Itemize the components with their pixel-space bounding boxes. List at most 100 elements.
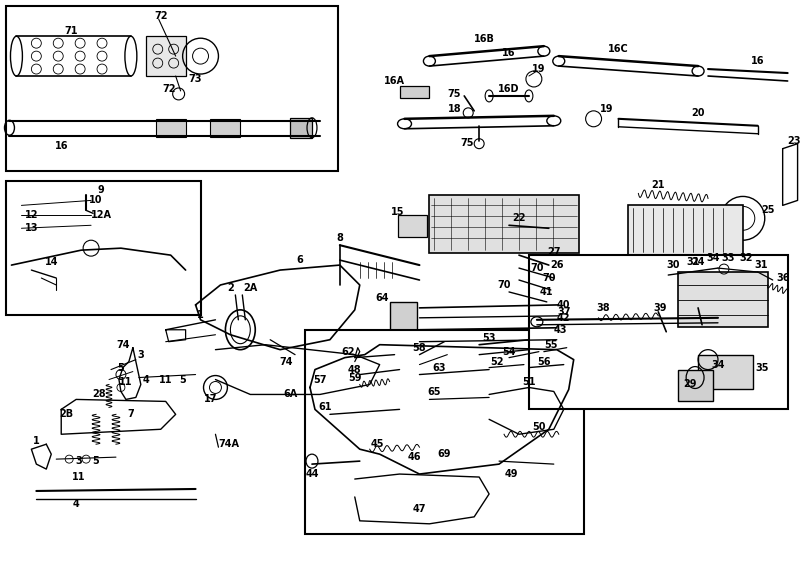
- Bar: [698, 355, 753, 389]
- Text: 22: 22: [512, 213, 525, 224]
- Text: 74: 74: [280, 357, 293, 367]
- Text: 16: 16: [502, 48, 516, 58]
- Text: 48: 48: [348, 365, 361, 375]
- Text: 70: 70: [497, 280, 511, 290]
- Text: 13: 13: [25, 223, 38, 233]
- Text: 2B: 2B: [59, 409, 73, 419]
- Text: 3: 3: [76, 456, 83, 466]
- Text: 43: 43: [554, 325, 568, 335]
- Bar: [678, 272, 767, 327]
- Text: 37: 37: [557, 307, 570, 317]
- Bar: [305, 330, 584, 534]
- Text: 58: 58: [413, 342, 426, 353]
- Text: 7: 7: [127, 409, 135, 419]
- Text: 46: 46: [408, 452, 421, 462]
- Text: 11: 11: [119, 376, 133, 387]
- Text: 55: 55: [544, 340, 557, 350]
- Text: 11: 11: [159, 375, 172, 384]
- Text: 16A: 16A: [384, 76, 405, 86]
- Bar: [400, 86, 429, 98]
- Text: 53: 53: [482, 333, 496, 343]
- Text: 70: 70: [542, 273, 556, 283]
- Bar: [155, 119, 186, 137]
- Text: 27: 27: [547, 247, 561, 257]
- Text: 52: 52: [490, 357, 504, 367]
- Text: 64: 64: [375, 293, 388, 303]
- Text: 25: 25: [761, 205, 775, 215]
- Text: 45: 45: [371, 439, 384, 449]
- Text: 15: 15: [391, 207, 405, 217]
- Text: 9: 9: [98, 186, 104, 195]
- Text: 57: 57: [313, 375, 327, 384]
- Text: 8: 8: [336, 233, 344, 243]
- Text: 16: 16: [751, 56, 764, 66]
- Text: 10: 10: [89, 195, 103, 205]
- Text: 11: 11: [72, 472, 86, 482]
- Text: 33: 33: [721, 253, 735, 263]
- Text: 71: 71: [64, 26, 78, 36]
- Text: 4: 4: [143, 375, 149, 384]
- Text: 12A: 12A: [91, 211, 111, 220]
- Text: 35: 35: [755, 363, 768, 372]
- Text: 18: 18: [448, 104, 461, 114]
- Text: 34: 34: [711, 359, 725, 370]
- Bar: [529, 255, 787, 409]
- Text: 29: 29: [683, 379, 697, 389]
- Bar: [146, 36, 186, 76]
- Text: 47: 47: [413, 504, 426, 514]
- Text: 31: 31: [754, 260, 767, 270]
- Text: 14: 14: [45, 257, 58, 267]
- Text: 5: 5: [93, 456, 99, 466]
- Text: 39: 39: [654, 303, 667, 313]
- Text: 54: 54: [502, 346, 516, 357]
- Text: 34: 34: [706, 253, 720, 263]
- Text: 69: 69: [437, 449, 451, 459]
- Text: 40: 40: [557, 300, 570, 310]
- Text: 20: 20: [691, 108, 705, 118]
- Bar: [6, 6, 338, 170]
- Text: 56: 56: [537, 357, 550, 367]
- Text: 42: 42: [557, 313, 570, 323]
- Text: 36: 36: [776, 273, 790, 283]
- Text: 1: 1: [197, 310, 204, 320]
- Text: 19: 19: [532, 64, 545, 74]
- Text: 59: 59: [348, 372, 361, 383]
- Text: 6A: 6A: [283, 389, 297, 400]
- Text: 4: 4: [73, 499, 79, 509]
- Text: 23: 23: [787, 136, 800, 145]
- Text: 31: 31: [686, 257, 700, 267]
- Bar: [389, 302, 417, 347]
- Text: 30: 30: [666, 260, 680, 270]
- Text: 51: 51: [522, 376, 536, 387]
- Text: 1: 1: [33, 436, 40, 446]
- Text: 74A: 74A: [218, 439, 239, 449]
- Bar: [429, 195, 578, 253]
- Text: 65: 65: [428, 388, 441, 397]
- Text: 3: 3: [138, 350, 144, 359]
- Text: 49: 49: [505, 469, 517, 479]
- Text: 17: 17: [203, 395, 217, 405]
- Text: 44: 44: [305, 469, 319, 479]
- Text: 38: 38: [597, 303, 610, 313]
- Text: 74: 74: [116, 340, 130, 350]
- Text: 75: 75: [461, 138, 474, 148]
- Text: 5: 5: [118, 363, 124, 372]
- Text: 73: 73: [189, 74, 203, 84]
- Text: 16C: 16C: [608, 44, 629, 54]
- Text: 32: 32: [739, 253, 753, 263]
- Text: 12: 12: [25, 211, 38, 220]
- Bar: [397, 215, 428, 237]
- Bar: [290, 118, 312, 138]
- Text: 62: 62: [341, 346, 355, 357]
- Text: 2A: 2A: [244, 283, 257, 293]
- Text: 16D: 16D: [498, 84, 520, 94]
- Bar: [211, 119, 240, 137]
- Bar: [678, 370, 713, 401]
- Text: 5: 5: [179, 375, 186, 384]
- Text: 16: 16: [54, 141, 68, 151]
- Text: 70: 70: [530, 263, 544, 273]
- Text: 19: 19: [600, 104, 614, 114]
- Text: 28: 28: [92, 389, 106, 400]
- Text: 6: 6: [296, 255, 304, 265]
- Text: 72: 72: [154, 11, 167, 22]
